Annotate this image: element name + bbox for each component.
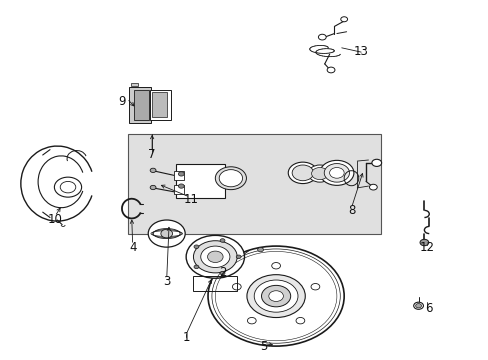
Circle shape (271, 262, 280, 269)
Circle shape (268, 291, 283, 301)
Circle shape (329, 167, 344, 178)
Circle shape (291, 165, 313, 181)
Circle shape (247, 318, 256, 324)
Circle shape (178, 172, 184, 176)
Circle shape (150, 168, 156, 172)
Circle shape (319, 160, 353, 185)
Circle shape (287, 162, 317, 184)
Circle shape (236, 255, 241, 258)
Text: 2: 2 (219, 266, 226, 279)
Circle shape (194, 265, 199, 269)
Circle shape (254, 280, 297, 312)
Circle shape (220, 239, 224, 242)
Circle shape (186, 235, 244, 278)
Text: 7: 7 (148, 148, 156, 162)
Circle shape (194, 245, 199, 248)
Circle shape (295, 318, 304, 324)
Circle shape (207, 246, 344, 346)
Text: 12: 12 (419, 241, 433, 255)
Circle shape (419, 239, 428, 246)
Bar (129, 87, 151, 123)
Text: 13: 13 (353, 45, 368, 58)
Text: 9: 9 (118, 95, 125, 108)
Bar (150, 90, 170, 120)
Circle shape (324, 163, 349, 182)
Text: 6: 6 (425, 302, 432, 315)
Bar (127, 134, 380, 234)
Text: 4: 4 (129, 241, 136, 255)
Text: 11: 11 (183, 193, 198, 206)
Circle shape (148, 220, 185, 247)
Circle shape (307, 165, 331, 182)
Circle shape (178, 184, 184, 188)
Bar (130, 83, 138, 86)
Circle shape (326, 67, 334, 73)
Circle shape (318, 34, 325, 40)
Text: 5: 5 (260, 339, 267, 352)
Bar (134, 90, 148, 120)
Circle shape (193, 241, 237, 273)
Text: 8: 8 (347, 204, 354, 217)
Bar (152, 92, 166, 117)
Circle shape (232, 283, 241, 290)
Bar (174, 171, 183, 180)
Bar (174, 185, 183, 194)
Text: 1: 1 (182, 331, 189, 344)
Circle shape (413, 302, 423, 309)
Circle shape (311, 167, 327, 180)
Circle shape (215, 167, 246, 190)
Circle shape (207, 251, 223, 262)
Circle shape (340, 17, 347, 22)
Circle shape (246, 275, 305, 318)
Circle shape (261, 285, 290, 307)
Circle shape (415, 303, 421, 308)
Circle shape (257, 248, 263, 252)
Text: 10: 10 (47, 213, 62, 226)
Circle shape (369, 184, 376, 190)
Bar (176, 164, 224, 198)
Text: 3: 3 (163, 275, 170, 288)
Circle shape (161, 229, 172, 238)
Circle shape (54, 177, 81, 197)
Bar (193, 276, 237, 291)
Circle shape (201, 246, 229, 267)
Circle shape (219, 170, 242, 187)
Circle shape (150, 185, 156, 190)
Circle shape (220, 271, 224, 275)
Circle shape (310, 283, 319, 290)
Circle shape (371, 159, 381, 166)
